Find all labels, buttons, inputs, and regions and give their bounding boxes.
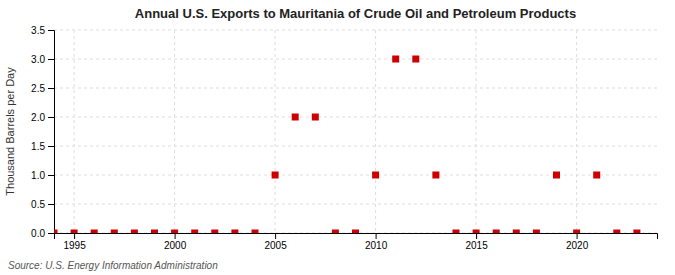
- annotation: Source: U.S. Energy Information Administ…: [8, 260, 218, 271]
- y-grid-line: [54, 88, 657, 89]
- y-tick-label: 0.5: [31, 199, 45, 210]
- point: [573, 230, 580, 234]
- title: Annual U.S. Exports to Mauritania of Cru…: [135, 6, 576, 21]
- x-tick: 2000: [164, 233, 187, 251]
- x-grid-line: [375, 30, 376, 233]
- y-axis-title: Thousand Barrels per Day: [4, 67, 16, 196]
- y-tick: 2.5: [31, 83, 54, 94]
- y-tick: 1.5: [31, 141, 54, 152]
- y-tick-label: 3.5: [31, 25, 45, 36]
- y-tick-label: 2.5: [31, 83, 45, 94]
- grid: [54, 30, 657, 233]
- point: [292, 114, 299, 121]
- point: [312, 114, 319, 121]
- x-tick: 1995: [63, 233, 86, 251]
- point: [613, 230, 620, 234]
- y-tick-mark: [48, 30, 54, 31]
- y-tick-label: 1.5: [31, 141, 45, 152]
- x-grid-line: [74, 30, 75, 233]
- x-grid-line: [576, 30, 577, 233]
- y-grid-line: [54, 175, 657, 176]
- x-tick: 2005: [264, 233, 287, 251]
- y-tick-mark: [48, 117, 54, 118]
- x-tick-mark: [376, 233, 377, 239]
- y-tick-label: 0.0: [31, 228, 45, 239]
- point: [553, 172, 560, 179]
- y-grid-line: [54, 204, 657, 205]
- point: [513, 230, 520, 234]
- y-grid-line: [54, 59, 657, 60]
- point: [211, 230, 218, 234]
- x-tick: 2020: [566, 233, 589, 251]
- y-tick: 0.5: [31, 199, 54, 210]
- y-tick-mark: [48, 175, 54, 176]
- point: [392, 56, 399, 63]
- x-tick-label: 2010: [365, 240, 388, 251]
- point: [151, 230, 158, 234]
- point: [111, 230, 118, 234]
- x-grid-line: [275, 30, 276, 233]
- x-tick-label: 2020: [566, 240, 589, 251]
- point: [533, 230, 540, 234]
- x-axis-line: [55, 234, 658, 240]
- x-grid-line: [476, 30, 477, 233]
- x-grid-line: [174, 30, 175, 233]
- point: [171, 230, 178, 234]
- x-tick: 2015: [465, 233, 488, 251]
- point: [412, 56, 419, 63]
- y-grid-line: [54, 117, 657, 118]
- y-tick: 2.0: [31, 112, 54, 123]
- point: [432, 172, 439, 179]
- y-tick-label: 2.0: [31, 112, 45, 123]
- point: [231, 230, 238, 234]
- point: [593, 172, 600, 179]
- y-tick-mark: [48, 233, 54, 234]
- x-tick-label: 2000: [164, 240, 187, 251]
- y-tick: 0.0: [31, 228, 54, 239]
- y-axis: 0.0 0.5 1.0 1.5 2.0 2.5 3.0 3.5: [31, 25, 54, 239]
- point: [332, 230, 339, 234]
- x-tick: 2010: [365, 233, 388, 251]
- y-tick: 3.5: [31, 25, 54, 36]
- y-tick-mark: [48, 59, 54, 60]
- point: [131, 230, 138, 234]
- point: [453, 230, 460, 234]
- y-grid-line: [54, 146, 657, 147]
- point: [352, 230, 359, 234]
- x-tick-label: 1995: [63, 240, 86, 251]
- x-tick-mark: [275, 233, 276, 239]
- points: [54, 56, 640, 234]
- x-tick-mark: [476, 233, 477, 239]
- y-tick: 1.0: [31, 170, 54, 181]
- y-tick-label: 3.0: [31, 54, 45, 65]
- point: [252, 230, 259, 234]
- point: [191, 230, 198, 234]
- point: [71, 230, 78, 234]
- y-tick-mark: [48, 146, 54, 147]
- x-tick-mark: [577, 233, 578, 239]
- chart: 1995 2000 2005 2010 2015 2020 0.0 0.5 1.0 1.5 2.0 2…: [0, 0, 675, 275]
- point: [272, 172, 279, 179]
- point: [633, 230, 640, 234]
- x-tick-label: 2005: [264, 240, 287, 251]
- y-tick-mark: [48, 204, 54, 205]
- x-tick-mark: [175, 233, 176, 239]
- y-grid-line: [54, 30, 657, 31]
- point: [372, 172, 379, 179]
- point: [91, 230, 98, 234]
- x-axis: 1995 2000 2005 2010 2015 2020: [55, 233, 658, 251]
- y-tick-label: 1.0: [31, 170, 45, 181]
- y-axis-line: [48, 31, 55, 234]
- point: [493, 230, 500, 234]
- point: [473, 230, 480, 234]
- x-tick-mark: [74, 233, 75, 239]
- plot: 1995 2000 2005 2010 2015 2020 0.0 0.5 1.0 1.5 2.0 2…: [31, 25, 657, 251]
- y-tick-mark: [48, 88, 54, 89]
- point: [54, 230, 58, 234]
- y-tick: 3.0: [31, 54, 54, 65]
- x-tick-label: 2015: [465, 240, 488, 251]
